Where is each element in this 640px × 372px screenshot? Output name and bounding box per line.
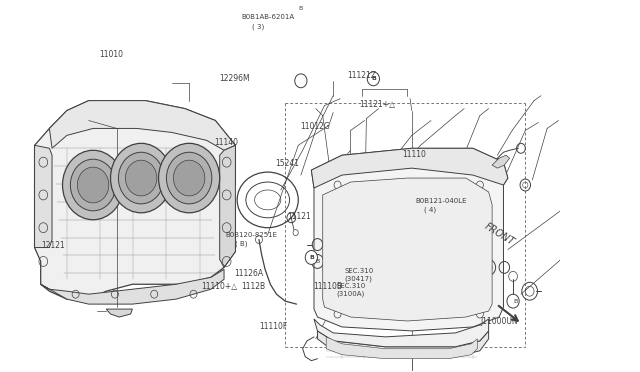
- Text: SEC.310: SEC.310: [344, 268, 374, 274]
- Text: 1112B: 1112B: [242, 282, 266, 291]
- Text: B: B: [371, 76, 376, 81]
- Text: ( 3): ( 3): [252, 23, 264, 30]
- Circle shape: [367, 72, 380, 86]
- Circle shape: [77, 167, 109, 203]
- Text: 11121Z: 11121Z: [347, 71, 376, 80]
- Polygon shape: [49, 101, 236, 150]
- Text: 11126A: 11126A: [234, 269, 263, 278]
- Polygon shape: [323, 178, 492, 321]
- Circle shape: [70, 159, 116, 211]
- Text: B0B121-040LE: B0B121-040LE: [415, 198, 467, 204]
- Circle shape: [63, 150, 124, 220]
- Text: B0B1AB-6201A: B0B1AB-6201A: [242, 14, 295, 20]
- Text: 12121: 12121: [42, 241, 65, 250]
- Polygon shape: [326, 337, 477, 359]
- Text: B: B: [299, 6, 303, 11]
- Text: 12296M: 12296M: [220, 74, 250, 83]
- Polygon shape: [35, 101, 236, 299]
- Text: B0B120-8251E: B0B120-8251E: [225, 232, 277, 238]
- Text: FRONT: FRONT: [483, 221, 516, 247]
- Text: 11140: 11140: [214, 138, 237, 147]
- Polygon shape: [41, 269, 224, 304]
- Text: 11110B: 11110B: [313, 282, 342, 291]
- Circle shape: [111, 143, 172, 213]
- Text: 11010: 11010: [99, 51, 123, 60]
- Circle shape: [159, 143, 220, 213]
- Text: 15241: 15241: [275, 159, 300, 169]
- Circle shape: [118, 152, 164, 204]
- Circle shape: [125, 160, 157, 196]
- Polygon shape: [35, 145, 52, 247]
- Polygon shape: [314, 319, 488, 347]
- Circle shape: [166, 152, 212, 204]
- Text: 11110: 11110: [403, 150, 426, 159]
- Text: (30417): (30417): [344, 275, 372, 282]
- Text: 11110+△: 11110+△: [202, 282, 237, 291]
- Polygon shape: [106, 309, 132, 317]
- Text: 11121: 11121: [287, 212, 311, 221]
- Text: 11012G: 11012G: [300, 122, 330, 131]
- Circle shape: [305, 250, 317, 264]
- Text: B: B: [309, 255, 314, 260]
- Polygon shape: [312, 148, 508, 331]
- Text: B: B: [316, 259, 319, 264]
- Text: (3100A): (3100A): [337, 291, 365, 297]
- Text: J11000UN: J11000UN: [481, 317, 518, 326]
- Text: ( 4): ( 4): [424, 206, 436, 213]
- Polygon shape: [492, 155, 509, 168]
- Text: SEC.310: SEC.310: [337, 283, 366, 289]
- Text: 11110F: 11110F: [260, 322, 288, 331]
- Text: ( B): ( B): [235, 240, 248, 247]
- Polygon shape: [317, 331, 488, 357]
- Text: B: B: [513, 299, 518, 304]
- Circle shape: [173, 160, 205, 196]
- Polygon shape: [220, 145, 236, 267]
- Polygon shape: [312, 148, 508, 188]
- Text: 11121+△: 11121+△: [359, 100, 395, 109]
